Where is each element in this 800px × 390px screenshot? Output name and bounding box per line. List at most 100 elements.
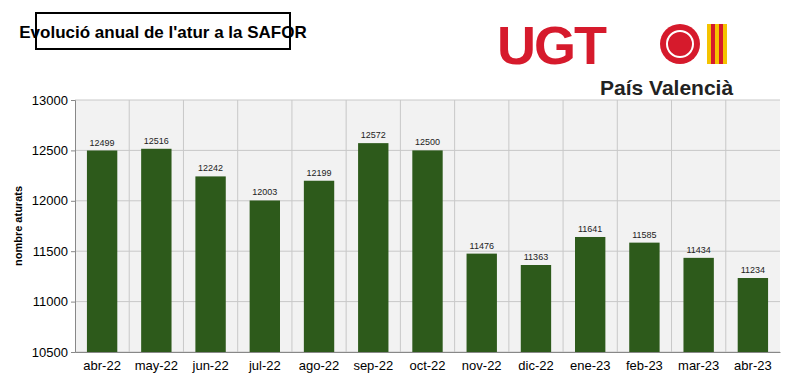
- tick: sep-22: [353, 352, 393, 373]
- tick: mar-23: [678, 352, 719, 373]
- data-label: 11363: [524, 252, 548, 262]
- grid-line: [75, 100, 780, 101]
- tick: ago-22: [299, 352, 339, 373]
- tick: nov-22: [462, 352, 502, 373]
- tick-mark: [71, 100, 75, 101]
- bar: [575, 237, 605, 352]
- bar: [412, 150, 442, 352]
- logo-flag: [719, 24, 723, 64]
- axis-line: [76, 352, 781, 353]
- data-label: 12199: [307, 168, 332, 178]
- grid-line-vertical: [346, 100, 347, 352]
- logo-flag: [715, 24, 719, 64]
- tick-label: 12000: [32, 193, 68, 208]
- tick-label: 12500: [32, 143, 68, 158]
- tick-label: abr-23: [734, 358, 772, 373]
- bars: [87, 143, 768, 352]
- logo: UGTPaís Valencià: [497, 15, 733, 99]
- tick: 11000: [33, 294, 75, 309]
- axis-line: [71, 101, 76, 353]
- tick: 13000: [32, 93, 75, 108]
- tick: abr-22: [83, 352, 121, 373]
- grid-line-vertical: [237, 100, 238, 352]
- bar: [304, 181, 334, 352]
- logo-flag: [707, 24, 711, 64]
- bar: [250, 200, 280, 352]
- grid-line-vertical: [671, 100, 672, 352]
- tick-label: oct-22: [409, 358, 445, 373]
- tick: ene-23: [570, 352, 610, 373]
- plot-background: [75, 100, 780, 352]
- tick-label: sep-22: [353, 358, 393, 373]
- logo-circle: [660, 24, 700, 64]
- bar: [87, 151, 117, 352]
- tick-label: jul-22: [248, 358, 281, 373]
- logo-subtext: País Valencià: [600, 76, 733, 99]
- tick: may-22: [135, 352, 178, 373]
- data-label: 11476: [470, 241, 494, 251]
- tick-label: 11000: [33, 294, 68, 309]
- data-label: 11641: [578, 224, 602, 234]
- data-label: 12003: [252, 187, 277, 197]
- tick-label: feb-23: [626, 358, 663, 373]
- grid-line-vertical: [454, 100, 455, 352]
- tick-mark: [71, 150, 75, 151]
- x-axis: abr-22 may-22 jun-22 jul-22 ago-22 sep-22 oct-…: [76, 352, 781, 373]
- grid: [75, 100, 780, 352]
- grid-line-vertical: [183, 100, 184, 352]
- tick-label: dic-22: [518, 358, 553, 373]
- logo-ring: [667, 31, 693, 57]
- data-label: 11434: [686, 245, 710, 255]
- tick-mark: [71, 251, 75, 252]
- bar: [738, 278, 768, 352]
- bar: [141, 149, 171, 352]
- bar: [358, 143, 388, 352]
- grid-line-vertical: [508, 100, 509, 352]
- grid-line-vertical: [563, 100, 564, 352]
- tick-mark: [71, 352, 75, 353]
- data-label: 12499: [90, 138, 115, 148]
- tick-label: ene-23: [570, 358, 610, 373]
- bar: [467, 254, 497, 352]
- plot: 12499 12516 12242 12003 12199 12572 12500 11476…: [32, 93, 781, 374]
- data-labels: 1249912516122421200312199125721250011476…: [90, 130, 765, 275]
- tick: abr-23: [734, 352, 772, 373]
- tick: 12500: [32, 143, 75, 158]
- tick: 11500: [33, 244, 75, 259]
- tick-label: nov-22: [462, 358, 502, 373]
- tick-label: mar-23: [678, 358, 719, 373]
- title-box: Evolució anual de l'atur a la SAFOR: [19, 13, 306, 49]
- bar: [195, 176, 225, 352]
- tick-label: jun-22: [192, 358, 229, 373]
- title: Evolució anual de l'atur a la SAFOR: [19, 23, 306, 42]
- tick-label: may-22: [135, 358, 178, 373]
- tick-label: 10500: [32, 345, 68, 360]
- tick: jun-22: [192, 352, 229, 373]
- bar: [521, 265, 551, 352]
- logo-flag: [723, 24, 727, 64]
- data-label: 12572: [361, 130, 386, 140]
- y-axis: 10500 11000 11500 12000 12500 13000: [32, 93, 76, 360]
- tick-label: 11500: [33, 244, 68, 259]
- tick: feb-23: [626, 352, 663, 373]
- tick-label: ago-22: [299, 358, 339, 373]
- data-label: 12516: [144, 136, 169, 146]
- tick: 10500: [32, 345, 75, 360]
- data-label: 11234: [741, 265, 765, 275]
- tick: dic-22: [518, 352, 553, 373]
- bar: [683, 258, 713, 352]
- logo-flag: [711, 24, 715, 64]
- data-label: 11585: [632, 230, 656, 240]
- logo-text: UGT: [497, 15, 607, 75]
- tick: 12000: [32, 193, 75, 208]
- tick-label: 13000: [32, 93, 68, 108]
- grid-line-vertical: [291, 100, 292, 352]
- grid-line-vertical: [617, 100, 618, 352]
- bar: [629, 243, 659, 352]
- tick-mark: [71, 201, 75, 202]
- data-label: 12242: [198, 163, 223, 173]
- tick: jul-22: [248, 352, 281, 373]
- chart: Evolució anual de l'atur a la SAFOR UGTPa…: [0, 0, 800, 390]
- tick-mark: [71, 302, 75, 303]
- y-axis-title: nombre aturats: [12, 186, 24, 266]
